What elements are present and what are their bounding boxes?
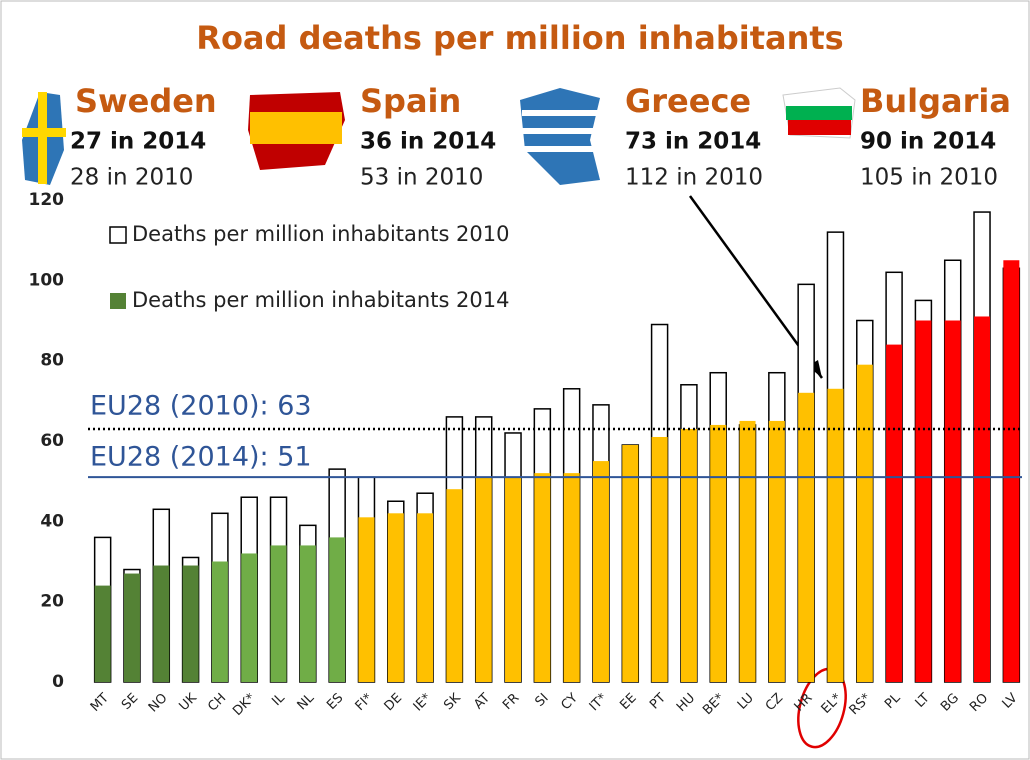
- y-tick-label: 0: [52, 672, 64, 692]
- bar: [1003, 260, 1020, 682]
- legend-label: Deaths per million inhabitants 2010: [132, 222, 510, 246]
- y-tick-label: 20: [40, 592, 64, 612]
- bar: [153, 565, 170, 682]
- bar: [739, 420, 756, 682]
- bar: [710, 424, 727, 682]
- bar: [211, 561, 228, 682]
- y-tick-label: 60: [40, 431, 64, 451]
- highlight-2014: 73 in 2014: [625, 129, 761, 155]
- highlight-2014: 27 in 2014: [70, 129, 206, 155]
- bar: [680, 428, 697, 682]
- bar: [651, 436, 668, 682]
- legend-swatch: [110, 293, 126, 309]
- highlight-2010: 112 in 2010: [625, 165, 763, 191]
- flag-sweden: [22, 92, 66, 185]
- bar: [94, 585, 111, 682]
- y-tick-label: 80: [40, 351, 64, 371]
- bar: [974, 316, 991, 682]
- bar: [505, 477, 522, 682]
- bar: [358, 517, 375, 682]
- highlight-name: Greece: [625, 82, 751, 120]
- bar: [417, 513, 434, 682]
- bar: [534, 473, 551, 682]
- highlight-2010: 53 in 2010: [360, 165, 483, 191]
- flag-spain: [248, 92, 345, 170]
- bar: [123, 573, 140, 682]
- highlight-name: Sweden: [75, 82, 217, 120]
- bar: [182, 565, 199, 682]
- bar: [592, 461, 609, 682]
- reference-label: EU28 (2014): 51: [90, 442, 312, 473]
- highlight-2014: 90 in 2014: [860, 129, 996, 155]
- bar: [446, 489, 463, 682]
- bar: [299, 545, 316, 682]
- bar: [798, 392, 815, 682]
- bar: [563, 473, 580, 682]
- bar: [387, 513, 404, 682]
- bar: [622, 445, 639, 682]
- chart-title: Road deaths per million inhabitants: [196, 19, 843, 57]
- reference-label: EU28 (2010): 63: [90, 391, 312, 422]
- highlight-2010: 28 in 2010: [70, 165, 193, 191]
- bar: [915, 320, 932, 682]
- bar: [241, 553, 258, 682]
- bar: [768, 420, 785, 682]
- bar: [944, 320, 961, 682]
- flag-greece: [520, 88, 602, 185]
- bar: [329, 537, 346, 682]
- legend-label: Deaths per million inhabitants 2014: [132, 288, 510, 312]
- highlight-name: Spain: [360, 82, 461, 120]
- y-tick-label: 120: [29, 190, 65, 210]
- bar: [856, 364, 873, 682]
- legend-swatch: [109, 226, 127, 244]
- highlight-name: Bulgaria: [860, 82, 1011, 120]
- highlight-2014: 36 in 2014: [360, 129, 496, 155]
- y-tick-label: 40: [40, 511, 64, 531]
- y-tick-label: 100: [29, 270, 65, 290]
- highlight-2010: 105 in 2010: [860, 165, 998, 191]
- bar: [886, 344, 903, 682]
- bar: [475, 477, 492, 682]
- flag-bulgaria: [782, 87, 856, 139]
- bar: [270, 545, 287, 682]
- bar: [827, 388, 844, 682]
